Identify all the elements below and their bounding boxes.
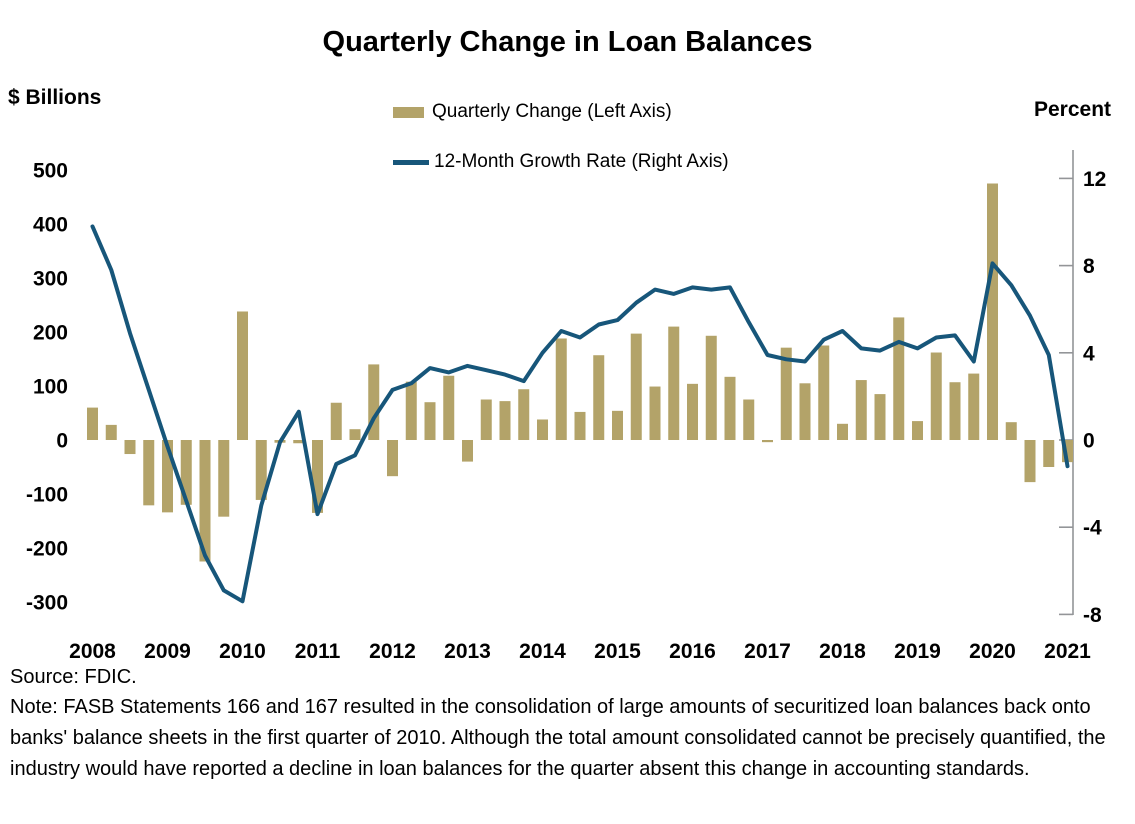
quarterly-change-bar (518, 389, 530, 440)
quarterly-change-bar (724, 376, 736, 440)
quarterly-change-bar (949, 382, 961, 440)
left-axis-tick-label: 500 (33, 160, 68, 183)
quarterly-change-bar (855, 380, 867, 440)
x-axis-year-label: 2010 (219, 640, 266, 663)
quarterly-change-bar (780, 347, 792, 440)
quarterly-change-bar (762, 440, 773, 443)
left-axis-tick-label: -300 (26, 592, 68, 615)
quarterly-change-bar (143, 440, 155, 506)
legend-label-growth-rate: 12-Month Growth Rate (Right Axis) (434, 151, 729, 172)
x-axis-year-label: 2012 (369, 640, 416, 663)
quarterly-change-bar (930, 352, 942, 440)
quarterly-change-bar (612, 410, 623, 440)
quarterly-change-bar (1062, 440, 1073, 463)
growth-rate-line (90, 224, 1070, 604)
quarterly-change-bar (162, 440, 173, 513)
x-axis-year-label: 2009 (144, 640, 191, 663)
quarterly-change-bar (893, 317, 905, 440)
quarterly-change-bar (1024, 440, 1036, 483)
quarterly-change-bar (462, 440, 473, 462)
quarterly-change-bar (649, 386, 661, 440)
x-axis-year-label: 2013 (444, 640, 491, 663)
quarterly-change-bar (837, 423, 848, 440)
right-axis-tick-label: -8 (1083, 604, 1102, 627)
legend: Quarterly Change (Left Axis) 12-Month Gr… (393, 100, 729, 174)
x-axis-year-label: 2020 (969, 640, 1016, 663)
quarterly-change-bar (87, 407, 98, 440)
quarterly-change-bar (443, 375, 455, 440)
quarterly-change-bar (199, 440, 211, 562)
quarterly-change-bar (1043, 440, 1055, 467)
quarterly-change-bar (968, 373, 980, 440)
x-axis-year-label: 2014 (519, 640, 566, 663)
quarterly-change-bar (987, 183, 998, 440)
quarterly-change-bar (912, 421, 923, 440)
x-axis-year-label: 2017 (744, 640, 791, 663)
quarterly-change-bar (574, 411, 586, 440)
x-axis-year-label: 2019 (894, 640, 941, 663)
line-series-swatch-icon (393, 159, 429, 165)
quarterly-change-bar (105, 424, 117, 440)
quarterly-change-bar (499, 401, 511, 440)
x-axis-year-label: 2011 (295, 640, 341, 663)
left-axis-tick-label: 200 (33, 322, 68, 345)
left-axis-units-label: $ Billions (8, 86, 102, 109)
left-axis-tick-label: 300 (33, 268, 68, 291)
quarterly-change-bar (799, 383, 811, 440)
quarterly-change-bar (874, 394, 886, 440)
quarterly-change-bar (480, 399, 492, 440)
quarterly-change-bar (555, 338, 567, 440)
legend-item-quarterly-change: Quarterly Change (Left Axis) (393, 100, 729, 124)
quarterly-change-bar (312, 440, 323, 513)
quarterly-change-bar (368, 364, 380, 440)
left-axis-tick-label: 100 (33, 376, 68, 399)
legend-item-growth-rate: 12-Month Growth Rate (Right Axis) (393, 150, 729, 174)
quarterly-change-bar (237, 311, 248, 440)
x-axis-year-label: 2008 (69, 640, 116, 663)
quarterly-change-bar (405, 381, 417, 440)
note-paragraph: Note: FASB Statements 166 and 167 result… (10, 696, 1106, 780)
quarterly-change-bar (330, 402, 342, 440)
left-axis-tick-label: -200 (26, 538, 68, 561)
quarterly-change-bar (349, 429, 361, 440)
right-axis-tick-label: 8 (1083, 255, 1095, 278)
quarterly-change-bar (1005, 422, 1017, 440)
x-axis-year-label: 2016 (669, 640, 716, 663)
quarterly-change-bar (387, 440, 398, 477)
left-axis-tick-label: 400 (33, 214, 68, 237)
source-line: Source: FDIC. (10, 666, 137, 688)
right-axis-units-label: Percent (1034, 98, 1112, 121)
x-axis-year-label: 2021 (1044, 640, 1091, 663)
quarterly-change-bar (593, 355, 605, 440)
x-axis-year-label: 2018 (819, 640, 866, 663)
quarterly-change-bar (743, 399, 755, 440)
x-axis-year-label: 2015 (594, 640, 641, 663)
quarterly-change-bar (818, 345, 830, 440)
right-axis-tick-label: 12 (1083, 168, 1106, 191)
left-axis-tick-label: 0 (56, 430, 68, 453)
right-axis-tick-label: 0 (1083, 430, 1095, 453)
quarterly-change-bar (668, 326, 680, 440)
quarterly-change-bar (180, 440, 192, 505)
chart-title: Quarterly Change in Loan Balances (322, 26, 813, 58)
quarterly-change-bar (124, 440, 136, 455)
quarterly-change-bar (255, 440, 267, 500)
quarterly-change-bar (630, 333, 642, 440)
legend-label-quarterly-change: Quarterly Change (Left Axis) (432, 101, 672, 122)
quarterly-change-bar (293, 440, 305, 444)
quarterly-change-bar (687, 383, 698, 440)
right-axis-tick-label: -4 (1083, 517, 1102, 540)
left-axis-tick-label: -100 (26, 484, 68, 507)
quarterly-change-bar (537, 419, 548, 440)
quarterly-change-bar (424, 402, 436, 440)
quarterly-change-bar (218, 440, 230, 517)
quarterly-change-bar (705, 335, 717, 440)
right-axis-tick-label: 4 (1083, 342, 1095, 365)
bar-series-swatch-icon (393, 106, 424, 118)
